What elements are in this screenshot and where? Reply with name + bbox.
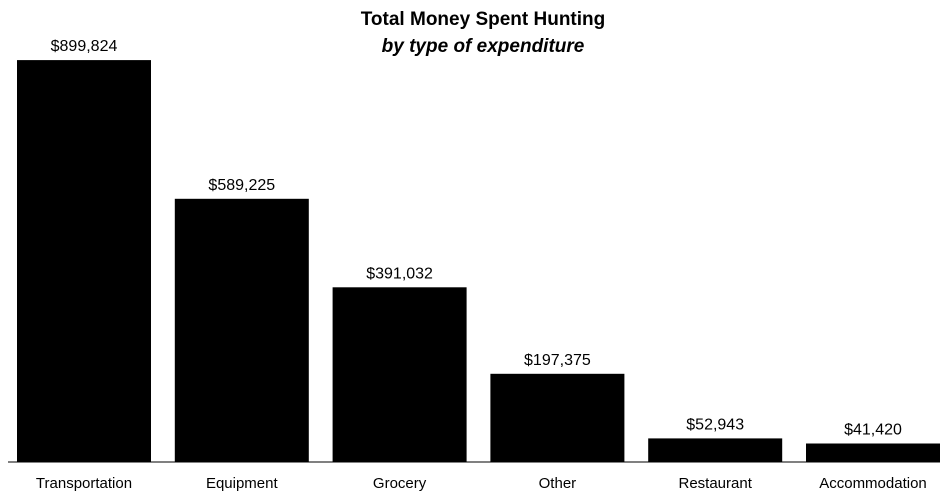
- x-tick-label-other: Other: [539, 475, 577, 492]
- data-label-grocery: $391,032: [366, 265, 433, 282]
- chart-title: Total Money Spent Hunting: [361, 9, 606, 30]
- bars-group: [17, 60, 940, 463]
- data-label-accommodation: $41,420: [844, 422, 902, 439]
- bar-other: [490, 373, 625, 462]
- data-labels-group: $899,824 $589,225 $391,032 $197,375 $52,943 $…: [51, 38, 902, 438]
- x-tick-labels-group: Transportation Equipment Grocery Other Resta…: [36, 475, 927, 492]
- bar-transportation: [17, 60, 151, 462]
- data-label-transportation: $899,824: [51, 38, 118, 55]
- data-label-equipment: $589,225: [208, 177, 275, 194]
- x-tick-label-accommodation: Accommodation: [819, 475, 927, 492]
- bar-equipment: [174, 198, 309, 463]
- x-tick-label-equipment: Equipment: [206, 475, 279, 492]
- data-label-restaurant: $52,943: [686, 416, 744, 433]
- bar-restaurant: [648, 438, 783, 462]
- x-tick-label-transportation: Transportation: [36, 475, 132, 492]
- x-tick-label-restaurant: Restaurant: [679, 475, 753, 492]
- bar-accommodation: [806, 443, 940, 462]
- bar-grocery: [332, 287, 467, 462]
- x-tick-label-grocery: Grocery: [373, 475, 427, 492]
- chart-subtitle: by type of expenditure: [382, 36, 585, 57]
- data-label-other: $197,375: [524, 352, 591, 369]
